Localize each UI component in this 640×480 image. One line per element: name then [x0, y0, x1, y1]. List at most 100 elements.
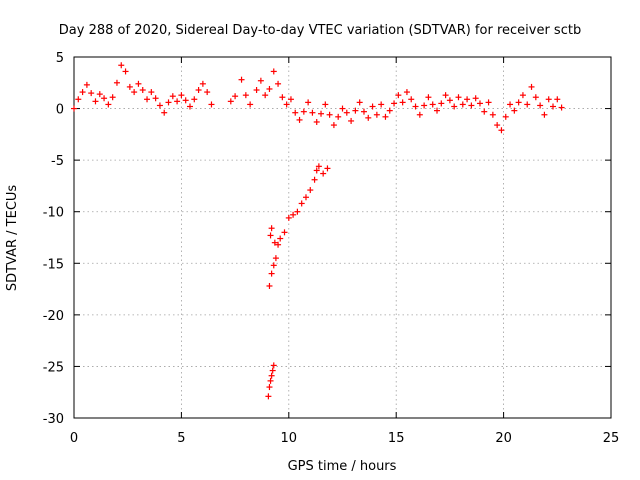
data-point	[537, 102, 544, 109]
data-point	[472, 95, 479, 102]
data-point	[195, 87, 202, 94]
data-point	[305, 99, 312, 106]
data-point	[122, 68, 129, 75]
data-point	[144, 96, 151, 103]
data-point	[554, 96, 561, 103]
data-point	[369, 103, 376, 110]
data-point	[118, 62, 125, 69]
y-tick-label: -5	[51, 154, 64, 169]
data-point	[292, 109, 299, 116]
data-point	[382, 113, 389, 120]
data-point	[464, 96, 471, 103]
data-point	[152, 95, 159, 102]
x-tick-label: 25	[603, 431, 620, 446]
data-point	[320, 170, 327, 177]
data-point	[277, 235, 284, 242]
series-low-cluster	[265, 362, 277, 400]
data-point	[348, 117, 355, 124]
data-point	[253, 87, 260, 94]
data-point	[343, 109, 350, 116]
data-point	[287, 96, 294, 103]
data-point	[174, 98, 181, 105]
data-point	[227, 98, 234, 105]
data-point	[88, 90, 95, 97]
data-point	[485, 99, 492, 106]
data-point	[442, 92, 449, 99]
data-point	[265, 393, 272, 400]
data-point	[96, 91, 103, 98]
data-point	[511, 107, 518, 114]
y-axis-label: SDTVAR / TECUs	[5, 185, 20, 292]
data-point	[169, 93, 176, 100]
data-point	[352, 107, 359, 114]
data-point	[105, 101, 112, 108]
data-point	[199, 80, 206, 87]
series-main-band	[71, 62, 565, 134]
data-point	[242, 92, 249, 99]
data-point	[399, 99, 406, 106]
data-point	[279, 94, 286, 101]
data-point	[275, 80, 282, 87]
data-point	[519, 92, 526, 99]
data-point	[182, 97, 189, 104]
data-point	[204, 89, 211, 96]
y-tick-label: 0	[56, 103, 64, 118]
data-point	[161, 109, 168, 116]
data-point	[247, 101, 254, 108]
data-point	[270, 262, 277, 269]
data-point	[294, 208, 301, 215]
data-point	[186, 103, 193, 110]
data-point	[494, 122, 501, 129]
data-point	[528, 83, 535, 90]
data-point	[275, 241, 282, 248]
y-axis-ticks: 5 0 -5 -10 -15 -20 -25 -30	[43, 51, 611, 427]
data-point	[126, 83, 133, 90]
data-point	[416, 111, 423, 118]
plot-frame	[73, 56, 612, 419]
data-point	[558, 104, 565, 111]
data-point	[378, 101, 385, 108]
data-point	[468, 102, 475, 109]
data-point	[269, 367, 276, 374]
data-point	[429, 101, 436, 108]
data-point	[545, 96, 552, 103]
data-point	[313, 167, 320, 174]
x-tick-label: 15	[388, 431, 405, 446]
data-point	[271, 239, 278, 246]
data-point	[302, 194, 309, 201]
data-point	[232, 93, 239, 100]
data-point	[524, 101, 531, 108]
chart-title: Day 288 of 2020, Sidereal Day-to-day VTE…	[59, 23, 581, 38]
data-point	[156, 102, 163, 109]
data-point	[270, 68, 277, 75]
data-point	[498, 127, 505, 134]
data-point	[541, 111, 548, 118]
data-point	[83, 81, 90, 88]
series-dropout-segment	[266, 163, 331, 289]
data-point	[178, 92, 185, 99]
data-point	[311, 176, 318, 183]
x-tick-label: 20	[495, 431, 512, 446]
data-point	[131, 89, 138, 96]
data-point	[262, 92, 269, 99]
data-point	[272, 255, 279, 262]
y-tick-label: -15	[43, 257, 64, 272]
data-point	[360, 108, 367, 115]
data-point	[283, 101, 290, 108]
data-point	[365, 114, 372, 121]
data-point	[266, 85, 273, 92]
data-point	[403, 89, 410, 96]
data-point	[191, 96, 198, 103]
data-point	[421, 102, 428, 109]
data-point	[395, 92, 402, 99]
data-point	[459, 101, 466, 108]
data-point	[386, 107, 393, 114]
data-point	[300, 108, 307, 115]
grid-lines	[74, 57, 611, 418]
data-point	[281, 229, 288, 236]
data-point	[296, 116, 303, 123]
data-point	[165, 99, 172, 106]
data-point	[268, 372, 275, 379]
data-point	[425, 94, 432, 101]
